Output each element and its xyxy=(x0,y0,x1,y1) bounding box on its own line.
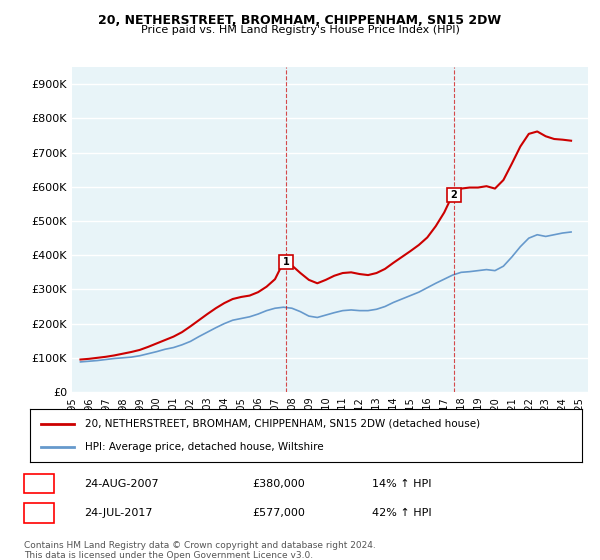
Text: 20, NETHERSTREET, BROMHAM, CHIPPENHAM, SN15 2DW: 20, NETHERSTREET, BROMHAM, CHIPPENHAM, S… xyxy=(98,14,502,27)
Text: 1: 1 xyxy=(35,479,43,488)
FancyBboxPatch shape xyxy=(24,503,54,523)
Text: £577,000: £577,000 xyxy=(252,508,305,518)
Text: 42% ↑ HPI: 42% ↑ HPI xyxy=(372,508,431,518)
Text: 20, NETHERSTREET, BROMHAM, CHIPPENHAM, SN15 2DW (detached house): 20, NETHERSTREET, BROMHAM, CHIPPENHAM, S… xyxy=(85,419,481,429)
Text: 1: 1 xyxy=(283,257,289,267)
FancyBboxPatch shape xyxy=(24,474,54,493)
Text: HPI: Average price, detached house, Wiltshire: HPI: Average price, detached house, Wilt… xyxy=(85,442,324,452)
Text: £380,000: £380,000 xyxy=(252,479,305,488)
Text: Contains HM Land Registry data © Crown copyright and database right 2024.
This d: Contains HM Land Registry data © Crown c… xyxy=(24,540,376,560)
Text: 14% ↑ HPI: 14% ↑ HPI xyxy=(372,479,431,488)
Text: 24-JUL-2017: 24-JUL-2017 xyxy=(84,508,152,518)
Text: 2: 2 xyxy=(450,190,457,200)
Text: 2: 2 xyxy=(35,508,43,518)
Text: 24-AUG-2007: 24-AUG-2007 xyxy=(84,479,158,488)
Text: Price paid vs. HM Land Registry's House Price Index (HPI): Price paid vs. HM Land Registry's House … xyxy=(140,25,460,35)
